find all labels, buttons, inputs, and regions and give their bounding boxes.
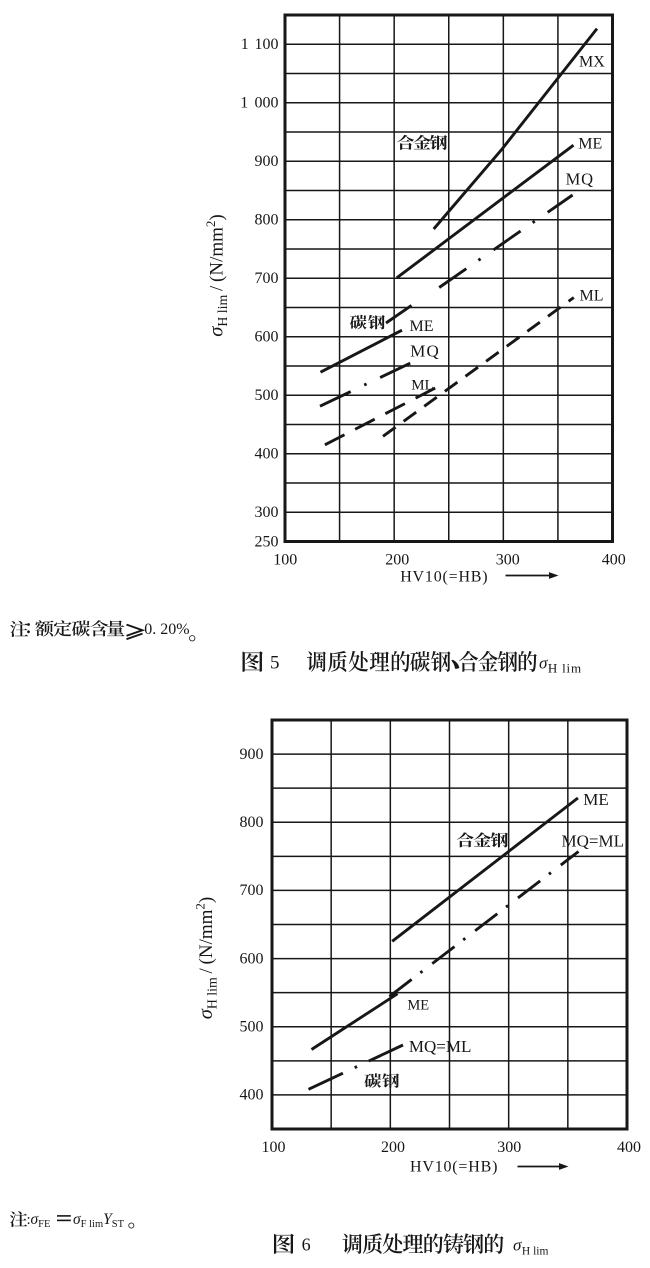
svg-text:ME: ME — [578, 135, 602, 152]
svg-text:200: 200 — [381, 1139, 405, 1156]
svg-text:ME: ME — [407, 998, 429, 1014]
svg-text:900: 900 — [240, 746, 264, 763]
svg-text:σH lim / (N/mm2): σH lim / (N/mm2) — [203, 214, 230, 337]
svg-text:100: 100 — [262, 1139, 286, 1156]
svg-text:300: 300 — [497, 1139, 521, 1156]
svg-text:400: 400 — [240, 1087, 264, 1104]
svg-text:800: 800 — [255, 212, 279, 229]
svg-text:400: 400 — [255, 446, 279, 463]
svg-text:HV10(=HB): HV10(=HB) — [410, 1158, 498, 1175]
svg-text:ML: ML — [580, 288, 604, 305]
svg-text:5: 5 — [270, 653, 280, 674]
svg-text:ME: ME — [583, 790, 609, 809]
svg-text::: : — [27, 1212, 31, 1228]
svg-text:900: 900 — [255, 153, 279, 170]
svg-text:500: 500 — [240, 1019, 264, 1036]
svg-text:800: 800 — [240, 814, 264, 831]
svg-text:σH lim: σH lim — [513, 1236, 548, 1258]
svg-text:σFE: σFE — [31, 1211, 51, 1230]
svg-text:300: 300 — [255, 504, 279, 521]
svg-text:600: 600 — [255, 329, 279, 346]
svg-text:700: 700 — [240, 882, 264, 899]
svg-text:0. 20%: 0. 20% — [144, 621, 189, 638]
svg-text:600: 600 — [240, 950, 264, 967]
svg-text:700: 700 — [255, 270, 279, 287]
svg-text:400: 400 — [602, 552, 626, 569]
svg-text:MQ: MQ — [410, 342, 440, 361]
svg-text:σF limYST: σF limYST — [73, 1211, 125, 1230]
svg-text:MQ=ML: MQ=ML — [562, 832, 624, 851]
svg-text:100: 100 — [273, 552, 297, 569]
svg-text:6: 6 — [302, 1235, 311, 1255]
svg-text:250: 250 — [255, 533, 279, 550]
svg-text:200: 200 — [385, 552, 409, 569]
svg-text:MQ=ML: MQ=ML — [409, 1037, 471, 1056]
svg-text:MX: MX — [579, 54, 605, 71]
svg-text:MQ: MQ — [566, 170, 594, 189]
svg-text:ME: ME — [410, 318, 434, 335]
svg-text:σH lim / (N/mm2): σH lim / (N/mm2) — [193, 897, 220, 1020]
svg-text:400: 400 — [617, 1139, 641, 1156]
svg-text:300: 300 — [496, 552, 520, 569]
svg-text:500: 500 — [255, 387, 279, 404]
svg-text:σH lim: σH lim — [539, 654, 582, 676]
svg-text:HV10(=HB): HV10(=HB) — [400, 568, 488, 585]
svg-text:ML: ML — [411, 378, 434, 394]
